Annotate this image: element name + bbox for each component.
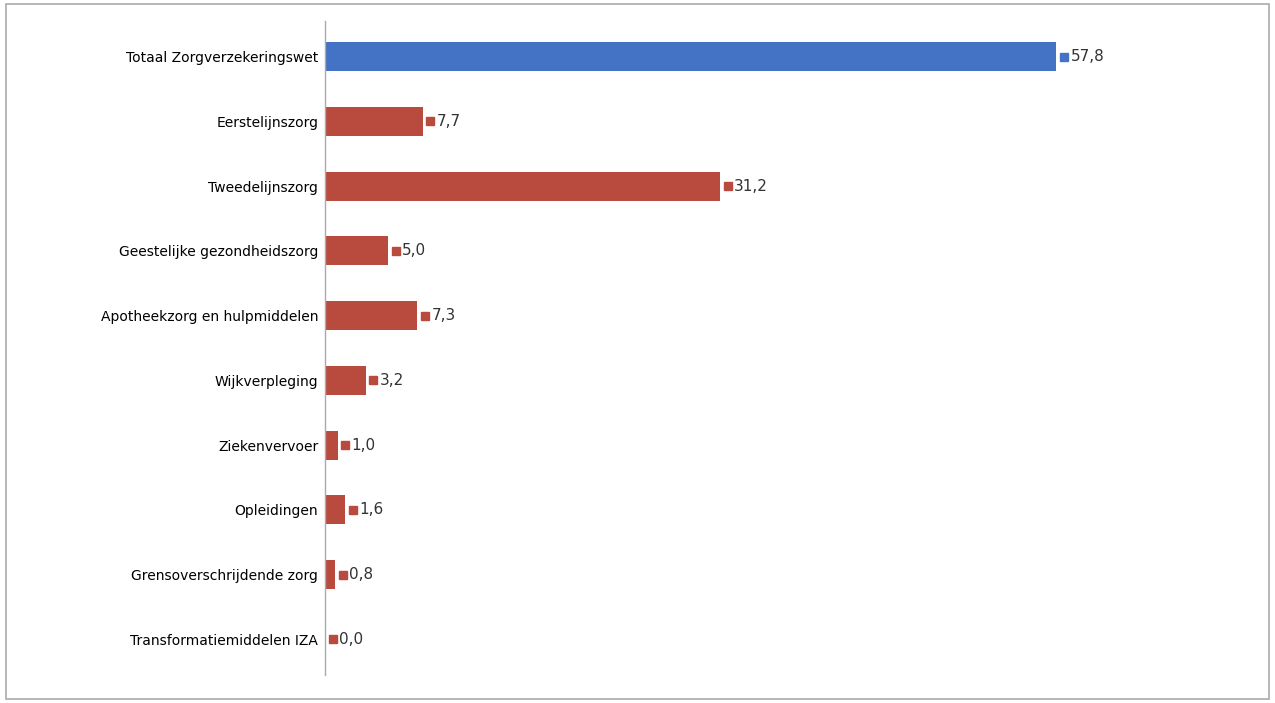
Bar	[325, 560, 335, 589]
Bar	[325, 430, 338, 460]
Bar	[325, 301, 417, 330]
Bar	[325, 236, 389, 266]
Bar	[325, 495, 346, 524]
Text: 1,6: 1,6	[360, 503, 384, 517]
Text: 1,0: 1,0	[352, 437, 376, 453]
Text: 0,0: 0,0	[339, 632, 363, 647]
Text: 31,2: 31,2	[734, 179, 768, 193]
Text: 7,7: 7,7	[436, 114, 460, 129]
Text: 0,8: 0,8	[349, 567, 374, 582]
Bar	[325, 172, 720, 201]
Bar	[325, 107, 422, 136]
Bar	[325, 366, 366, 395]
Text: 3,2: 3,2	[380, 373, 404, 388]
Text: 5,0: 5,0	[403, 243, 426, 259]
Bar	[325, 42, 1057, 71]
Text: 7,3: 7,3	[431, 308, 455, 323]
Text: 57,8: 57,8	[1071, 49, 1104, 64]
